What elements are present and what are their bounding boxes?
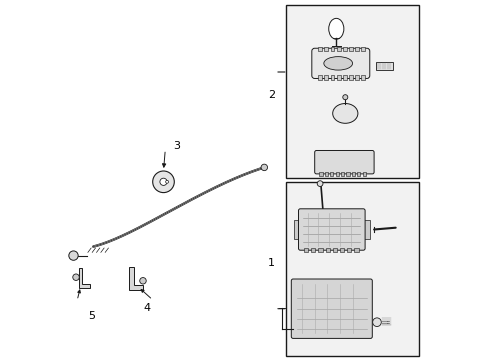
Text: 2: 2 <box>267 90 275 100</box>
Circle shape <box>160 178 167 185</box>
Bar <box>324 75 328 80</box>
Circle shape <box>73 274 79 280</box>
Bar <box>330 75 334 80</box>
Bar <box>361 75 365 80</box>
Bar <box>342 75 346 80</box>
Circle shape <box>152 171 174 193</box>
Bar <box>336 47 340 51</box>
Bar <box>319 172 322 176</box>
Bar <box>324 47 328 51</box>
Bar <box>363 220 369 239</box>
Bar <box>303 248 307 252</box>
Bar <box>335 172 338 176</box>
Circle shape <box>165 180 168 183</box>
Bar <box>348 75 352 80</box>
FancyBboxPatch shape <box>314 150 373 174</box>
Bar <box>285 5 418 178</box>
Text: 1: 1 <box>267 258 275 268</box>
Bar <box>336 75 340 80</box>
FancyBboxPatch shape <box>291 279 371 338</box>
Bar <box>356 172 360 176</box>
Ellipse shape <box>328 18 343 39</box>
Bar <box>325 248 329 252</box>
Bar <box>324 172 327 176</box>
Bar <box>362 172 365 176</box>
Bar <box>346 172 349 176</box>
Circle shape <box>69 251 78 260</box>
Ellipse shape <box>323 57 352 70</box>
Circle shape <box>342 95 347 100</box>
Bar <box>318 75 322 80</box>
Bar <box>329 172 333 176</box>
Circle shape <box>317 181 322 186</box>
Bar <box>351 172 354 176</box>
Circle shape <box>372 318 381 327</box>
FancyBboxPatch shape <box>298 209 365 250</box>
Bar <box>342 47 346 51</box>
Text: 4: 4 <box>143 303 150 313</box>
Bar <box>339 248 344 252</box>
Bar <box>318 47 322 51</box>
Text: 3: 3 <box>173 141 180 151</box>
Bar <box>348 47 352 51</box>
Bar <box>361 47 365 51</box>
Bar <box>354 47 358 51</box>
Bar <box>354 75 358 80</box>
Circle shape <box>140 278 146 284</box>
FancyBboxPatch shape <box>311 48 369 78</box>
Polygon shape <box>129 267 142 290</box>
Bar <box>293 220 300 239</box>
Bar <box>346 248 351 252</box>
Bar <box>332 248 336 252</box>
Bar <box>285 182 418 356</box>
Bar <box>340 172 344 176</box>
Bar <box>330 47 334 51</box>
Ellipse shape <box>332 104 357 123</box>
Bar <box>375 62 392 70</box>
Bar <box>354 248 358 252</box>
Circle shape <box>261 164 267 171</box>
Bar <box>310 248 315 252</box>
Text: 5: 5 <box>88 311 95 321</box>
Bar <box>318 248 322 252</box>
Polygon shape <box>79 268 90 288</box>
